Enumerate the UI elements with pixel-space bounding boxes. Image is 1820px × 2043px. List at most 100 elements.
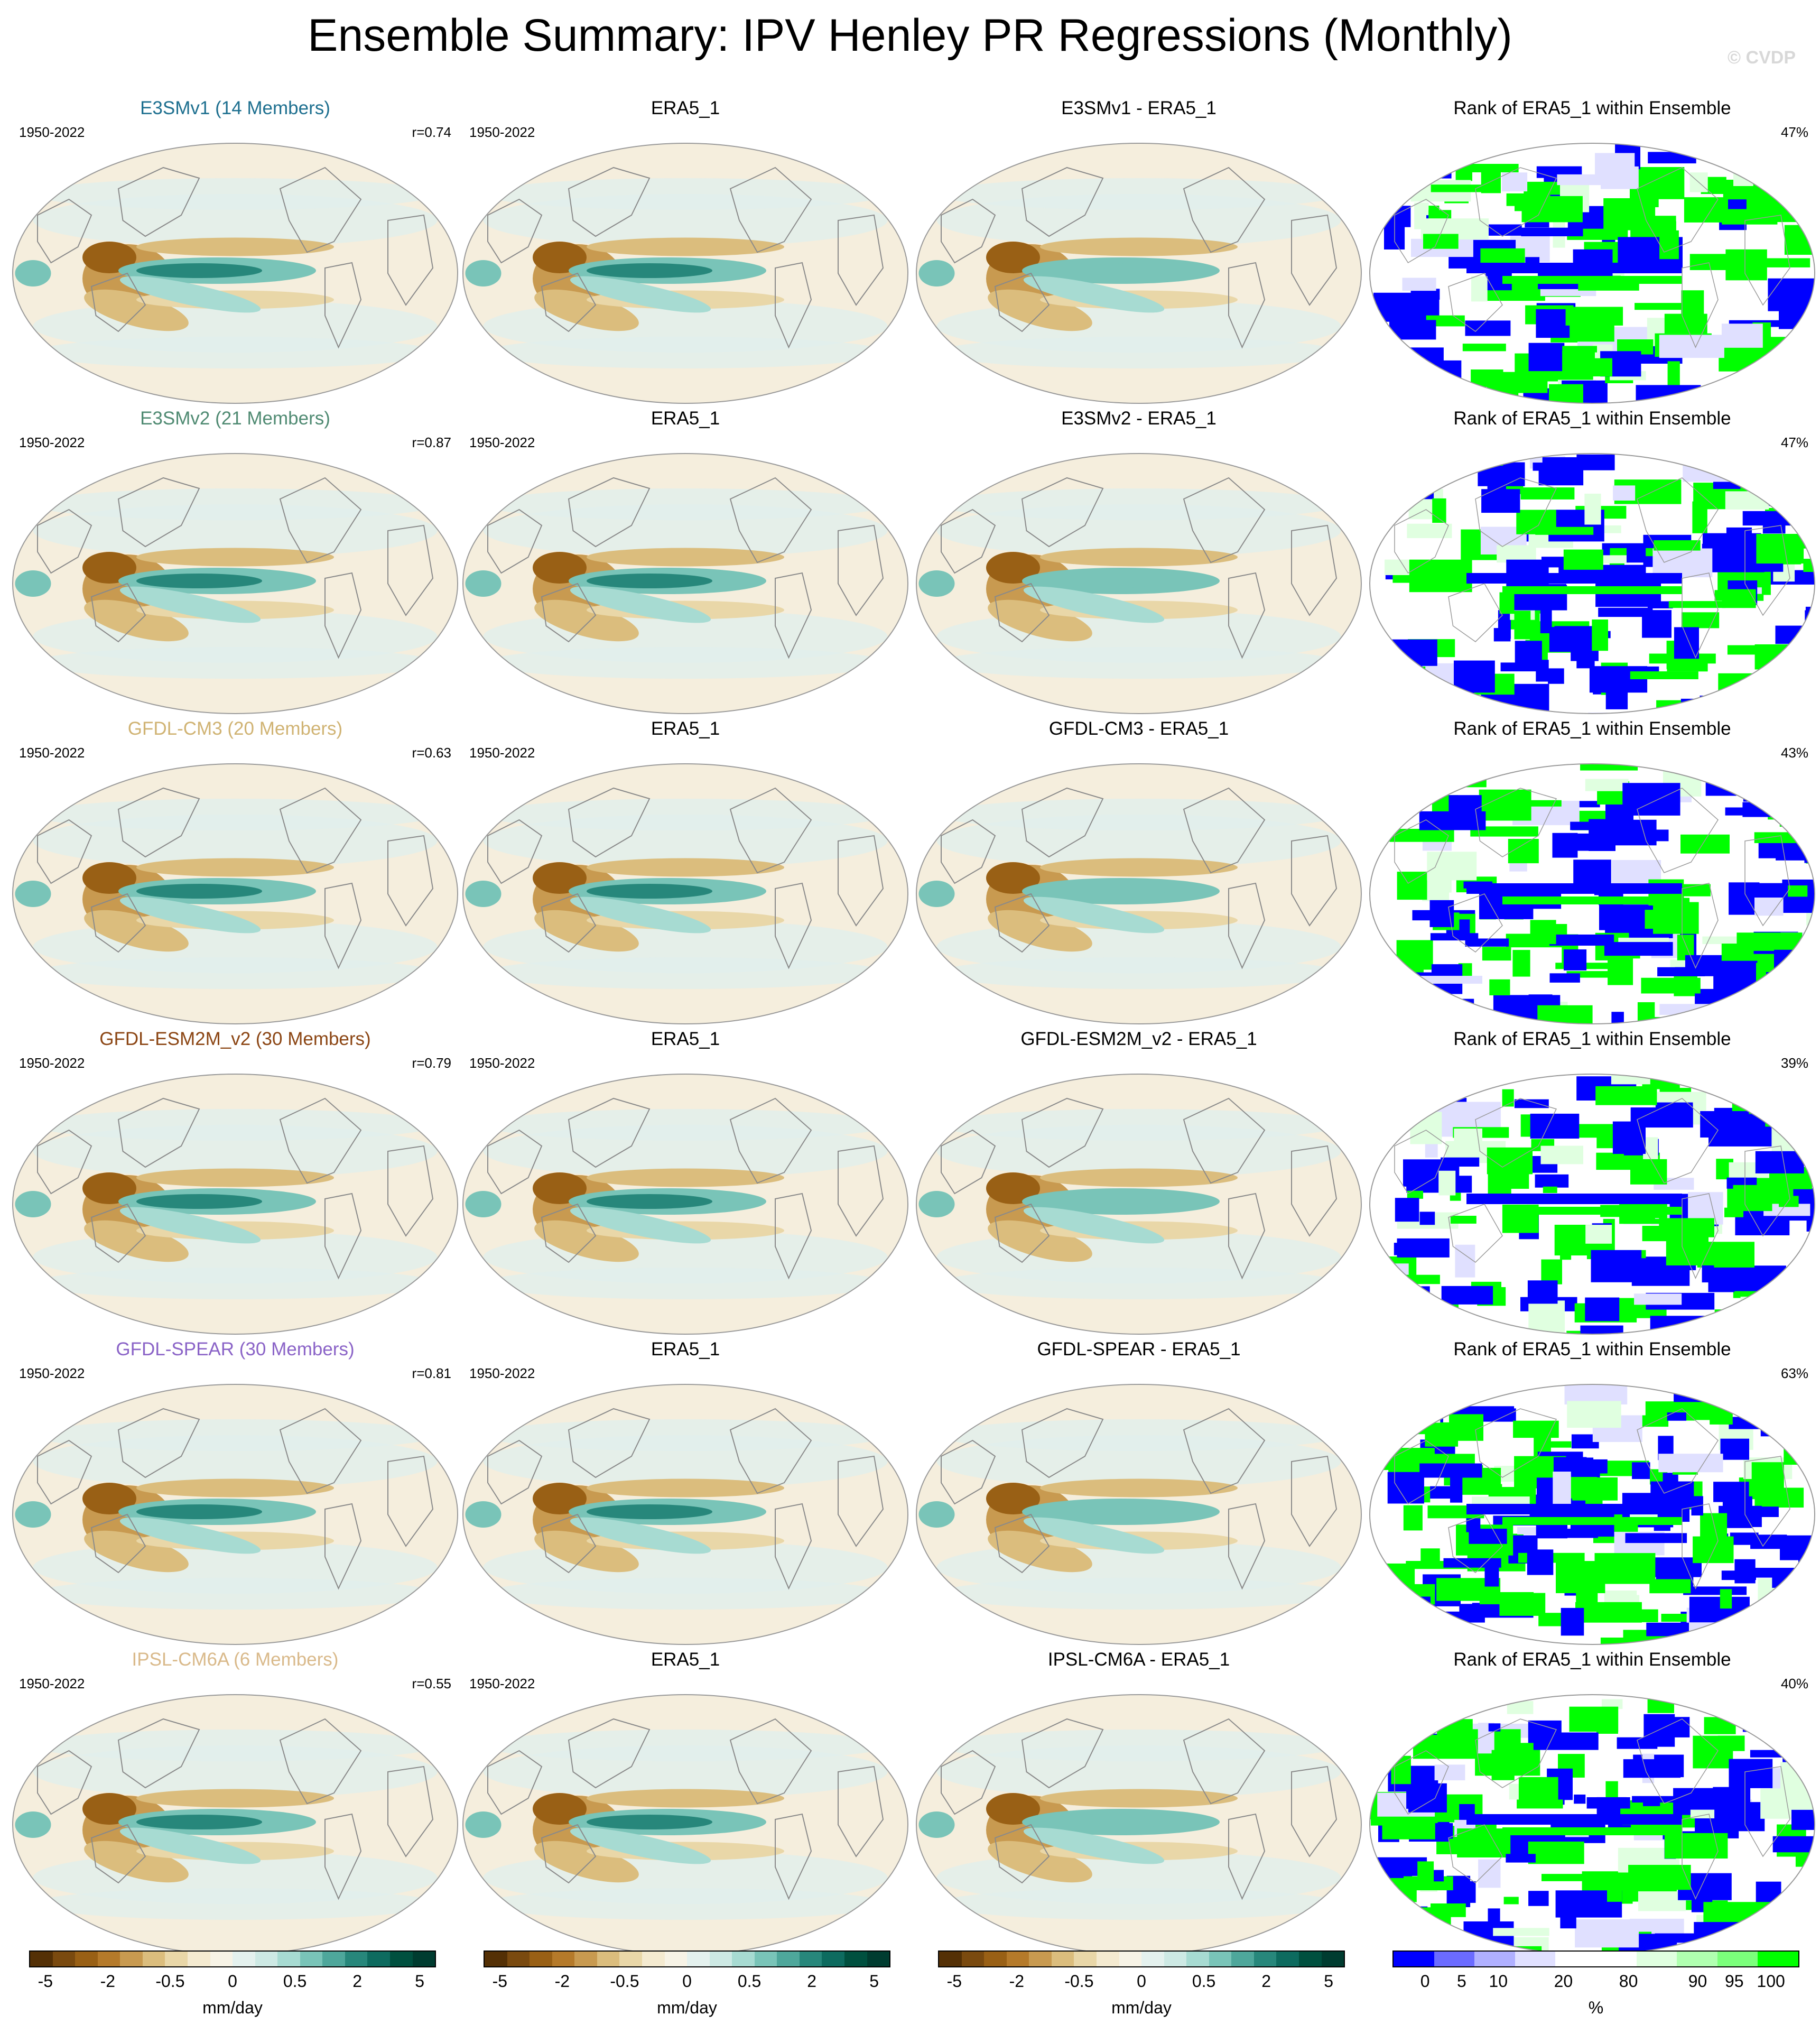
pattern-correlation: r=0.74 [412, 124, 451, 140]
panel-years: 1950-2022 [469, 745, 535, 761]
colorbar-tick-label: 80 [1619, 1972, 1638, 1991]
rank-percent: 40% [1780, 1676, 1808, 1691]
panel-title: E3SMv1 - ERA5_1 [1061, 98, 1217, 118]
colorbar-swatch [1253, 1952, 1277, 1966]
panel-title: GFDL-CM3 - ERA5_1 [1048, 718, 1229, 739]
colorbar-tick-label: 0.5 [1192, 1972, 1216, 1991]
colorbar-swatch [390, 1952, 413, 1966]
colorbar-tick-label: -5 [38, 1972, 53, 1991]
model-panel-row-4: GFDL-ESM2M_v2 (30 Members) 1950-2022 r=0.7… [11, 1029, 460, 1339]
rank-map [1369, 763, 1815, 1024]
colorbar-tick-label: 0 [1137, 1972, 1146, 1991]
panel-title: IPSL-CM6A - ERA5_1 [1047, 1649, 1230, 1670]
panel-title: Rank of ERA5_1 within Ensemble [1453, 1029, 1731, 1049]
panel-title: Rank of ERA5_1 within Ensemble [1453, 408, 1731, 429]
colorbar-tick-label: -2 [554, 1972, 570, 1991]
colorbar-swatch [1029, 1952, 1052, 1966]
panel-title: E3SMv2 - ERA5_1 [1061, 408, 1217, 429]
panel-title: ERA5_1 [651, 718, 720, 739]
obs-panel-row-4: ERA5_1 1950-2022 [461, 1029, 910, 1339]
colorbar-tick-label: 0.5 [283, 1972, 307, 1991]
rank-percent: 47% [1780, 435, 1808, 450]
colorbar-swatch [597, 1952, 620, 1966]
diff-panel-row-5: GFDL-SPEAR - ERA5_1 [914, 1339, 1363, 1650]
regression-map [12, 143, 458, 404]
rank-panel-row-1: Rank of ERA5_1 within Ensemble 47% [1368, 98, 1817, 409]
colorbar-swatch [485, 1952, 507, 1966]
panel-title: ERA5_1 [651, 408, 720, 429]
rank-map [1369, 1074, 1815, 1335]
rank-map [1369, 1694, 1815, 1955]
colorbar-swatch [1515, 1952, 1556, 1966]
colorbar-unit: mm/day [1111, 1998, 1172, 2017]
regression-map [462, 1384, 908, 1645]
panel-years: 1950-2022 [19, 1055, 85, 1071]
colorbar-swatch [530, 1952, 552, 1966]
colorbar-tick-label: -2 [1009, 1972, 1025, 1991]
panel-years: 1950-2022 [469, 1365, 535, 1381]
colorbar-swatch [142, 1952, 165, 1966]
regression-map [916, 1694, 1362, 1955]
colorbar-swatch [1758, 1952, 1798, 1966]
colorbar-unit: mm/day [202, 1998, 263, 2017]
colorbar-tick-label: 5 [869, 1972, 879, 1991]
panel-title: Rank of ERA5_1 within Ensemble [1453, 98, 1731, 118]
colorbar-swatch [233, 1952, 255, 1966]
colorbar-swatch [687, 1952, 710, 1966]
regression-map [462, 1074, 908, 1335]
panel-title: GFDL-SPEAR (30 Members) [116, 1339, 355, 1360]
panel-title: Rank of ERA5_1 within Ensemble [1453, 1649, 1731, 1670]
colorbar-swatch [1119, 1952, 1142, 1966]
colorbar-swatch [777, 1952, 800, 1966]
panel-years: 1950-2022 [19, 745, 85, 761]
rank-panel-row-6: Rank of ERA5_1 within Ensemble 40% [1368, 1649, 1817, 1960]
colorbar-swatch [300, 1952, 323, 1966]
colorbar-tick-label: -0.5 [610, 1972, 639, 1991]
regression-map [462, 1694, 908, 1955]
panel-title: E3SMv1 (14 Members) [140, 98, 330, 118]
colorbar-swatch [367, 1952, 390, 1966]
colorbar-tick-label: -2 [100, 1972, 116, 1991]
colorbar-swatch [255, 1952, 278, 1966]
colorbar-tick-label: 5 [1324, 1972, 1334, 1991]
panel-title: Rank of ERA5_1 within Ensemble [1453, 718, 1731, 739]
colorbar-tick-label: 2 [807, 1972, 817, 1991]
rank-percent: 39% [1780, 1055, 1808, 1071]
diff-panel-row-2: E3SMv2 - ERA5_1 [914, 408, 1363, 719]
colorbar-tick-label: -0.5 [1064, 1972, 1094, 1991]
colorbar-swatch [1321, 1952, 1344, 1966]
obs-panel-row-5: ERA5_1 1950-2022 [461, 1339, 910, 1650]
panel-title: GFDL-SPEAR - ERA5_1 [1037, 1339, 1241, 1360]
colorbar-swatch [939, 1952, 962, 1966]
panel-title: ERA5_1 [651, 1339, 720, 1360]
colorbar-swatch [642, 1952, 665, 1966]
rank-panel-row-4: Rank of ERA5_1 within Ensemble 39% [1368, 1029, 1817, 1339]
obs-panel-row-1: ERA5_1 1950-2022 [461, 98, 910, 409]
colorbar-swatch [1074, 1952, 1097, 1966]
colorbar-tick-label: -5 [946, 1972, 962, 1991]
panel-title: IPSL-CM6A (6 Members) [132, 1649, 339, 1670]
colorbar-tick-label: 5 [1456, 1972, 1466, 1991]
colorbar-tick-label: 2 [1261, 1972, 1271, 1991]
colorbar-swatch [1555, 1952, 1596, 1966]
panel-years: 1950-2022 [19, 435, 85, 450]
panel-title: E3SMv2 (21 Members) [140, 408, 330, 429]
rank-percent: 47% [1780, 124, 1808, 140]
regression-colorbar: -5 -2 -0.5 0 0.5 2 5 mm/day [484, 1950, 890, 2040]
colorbar-swatch [412, 1952, 435, 1966]
model-panel-row-1: E3SMv1 (14 Members) 1950-2022 r=0.74 [11, 98, 460, 409]
colorbar-swatch [75, 1952, 98, 1966]
colorbar-swatch [844, 1952, 867, 1966]
copyright-label: © CVDP [1728, 48, 1796, 68]
colorbar-tick-label: 0 [682, 1972, 692, 1991]
panel-years: 1950-2022 [19, 124, 85, 140]
panel-title: ERA5_1 [651, 98, 720, 118]
colorbar-swatch [1595, 1952, 1637, 1966]
pattern-correlation: r=0.87 [412, 435, 451, 450]
colorbar-swatch [1677, 1952, 1717, 1966]
regression-map [12, 1384, 458, 1645]
rank-panel-row-3: Rank of ERA5_1 within Ensemble 43% [1368, 718, 1817, 1029]
regression-map [12, 453, 458, 714]
colorbar-tick-label: 0 [228, 1972, 237, 1991]
obs-panel-row-2: ERA5_1 1950-2022 [461, 408, 910, 719]
